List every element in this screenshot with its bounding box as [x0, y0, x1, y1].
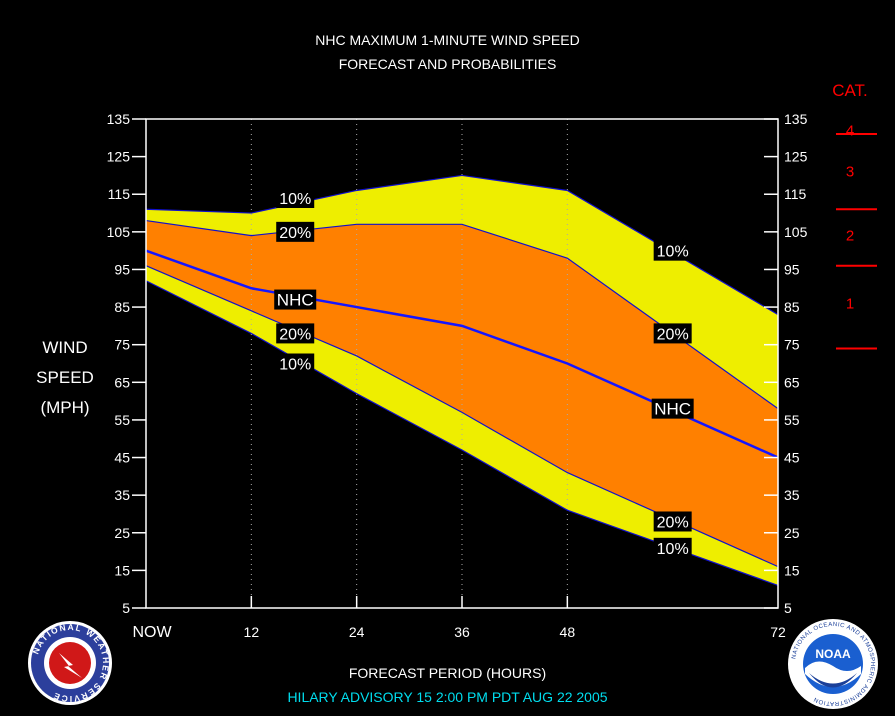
y-tick-label-left-5: 5 — [122, 600, 130, 616]
y-tick-label-left-135: 135 — [107, 111, 131, 127]
lightning-icon — [59, 653, 82, 678]
y-tick-label-right-125: 125 — [784, 149, 808, 165]
band-label-0: 10% — [279, 191, 311, 208]
noaa-logo: NOAA NATIONAL OCEANIC AND ATMOSPHERIC AD… — [788, 619, 878, 709]
band-label-box-1 — [276, 221, 315, 242]
y-tick-label-left-35: 35 — [114, 487, 130, 503]
y-tick-label-right-5: 5 — [784, 600, 792, 616]
x-tick-label-24: 24 — [349, 624, 365, 640]
x-tick-label-NOW: NOW — [132, 624, 172, 641]
band-label-box-0 — [276, 187, 315, 208]
y-tick-label-left-45: 45 — [114, 450, 130, 466]
y-tick-label-left-65: 65 — [114, 374, 130, 390]
band-label-4: 10% — [279, 357, 311, 374]
chart-subtitle: FORECAST AND PROBABILITIES — [338, 56, 557, 72]
y-tick-label-left-125: 125 — [107, 149, 131, 165]
band-label-box-7 — [651, 398, 694, 419]
y-tick-label-right-115: 115 — [784, 186, 807, 202]
y-tick-label-left-15: 15 — [114, 562, 130, 578]
y-tick-label-right-15: 15 — [784, 562, 800, 578]
y-axis-label-line3: (MPH) — [40, 398, 90, 417]
series-lines — [145, 174, 779, 586]
y-tick-label-right-35: 35 — [784, 487, 800, 503]
band-label-5: 10% — [657, 244, 689, 261]
x-tick-label-72: 72 — [770, 624, 786, 640]
y-tick-label-left-95: 95 — [114, 261, 130, 277]
band-label-box-2 — [274, 289, 317, 310]
series-line-lower-10pct — [145, 280, 779, 586]
x-axis-label: FORECAST PERIOD (HOURS) — [348, 665, 547, 681]
y-axis-label-line2: SPEED — [36, 368, 94, 387]
y-tick-label-right-105: 105 — [784, 224, 808, 240]
y-tick-label-left-55: 55 — [114, 412, 130, 428]
y-tick-label-left-115: 115 — [108, 186, 131, 202]
y-axis-label-line1: WIND — [42, 338, 88, 357]
y-tick-label-left-105: 105 — [107, 224, 131, 240]
band-label-3: 20% — [279, 326, 311, 343]
y-tick-label-right-75: 75 — [784, 337, 800, 353]
advisory-text: HILARY ADVISORY 15 2:00 PM PDT AUG 22 20… — [287, 689, 608, 705]
band-label-box-6 — [653, 323, 692, 344]
band-label-box-3 — [276, 323, 315, 344]
band-label-box-8 — [653, 511, 692, 532]
band-label-1: 20% — [279, 225, 311, 242]
category-label-2: 2 — [846, 228, 854, 245]
band-label-box-5 — [653, 240, 692, 261]
band-label-2: NHC — [277, 291, 314, 310]
series-line-nhc — [145, 249, 779, 459]
series-line-upper-10pct — [145, 174, 779, 316]
series-line-upper-20pct — [145, 219, 779, 410]
y-tick-label-left-85: 85 — [114, 299, 130, 315]
y-tick-label-left-75: 75 — [114, 337, 130, 353]
category-label-4: 4 — [846, 122, 854, 139]
y-tick-label-right-95: 95 — [784, 261, 800, 277]
nws-logo: NATIONAL WEATHER SERVICE — [28, 621, 112, 705]
noaa-center-text: NOAA — [815, 647, 851, 661]
band-label-box-4 — [276, 353, 315, 374]
y-tick-label-right-25: 25 — [784, 525, 800, 541]
x-tick-label-48: 48 — [560, 624, 576, 640]
band-label-8: 20% — [657, 514, 689, 531]
band-labels: 10% 20% NHC 20% 10% 10% 20% NHC 20% 10% — [274, 187, 694, 558]
chart-title: NHC MAXIMUM 1-MINUTE WIND SPEED — [315, 32, 580, 48]
y-tick-label-right-85: 85 — [784, 299, 800, 315]
category-label-3: 3 — [846, 164, 854, 181]
y-tick-label-right-45: 45 — [784, 450, 800, 466]
x-tick-label-12: 12 — [244, 624, 260, 640]
x-tick-label-36: 36 — [454, 624, 470, 640]
y-tick-label-right-135: 135 — [784, 111, 808, 127]
band-label-7: NHC — [654, 400, 691, 419]
band-label-box-9 — [653, 537, 692, 558]
band-label-9: 10% — [657, 541, 689, 558]
y-tick-label-left-25: 25 — [114, 525, 130, 541]
band-label-6: 20% — [657, 326, 689, 343]
category-title: CAT. — [832, 81, 868, 100]
series-line-lower-20pct — [145, 265, 779, 568]
category-label-1: 1 — [846, 295, 854, 312]
y-tick-label-right-55: 55 — [784, 412, 800, 428]
y-tick-label-right-65: 65 — [784, 374, 800, 390]
category-scale: 4 3 2 1 — [836, 122, 877, 350]
